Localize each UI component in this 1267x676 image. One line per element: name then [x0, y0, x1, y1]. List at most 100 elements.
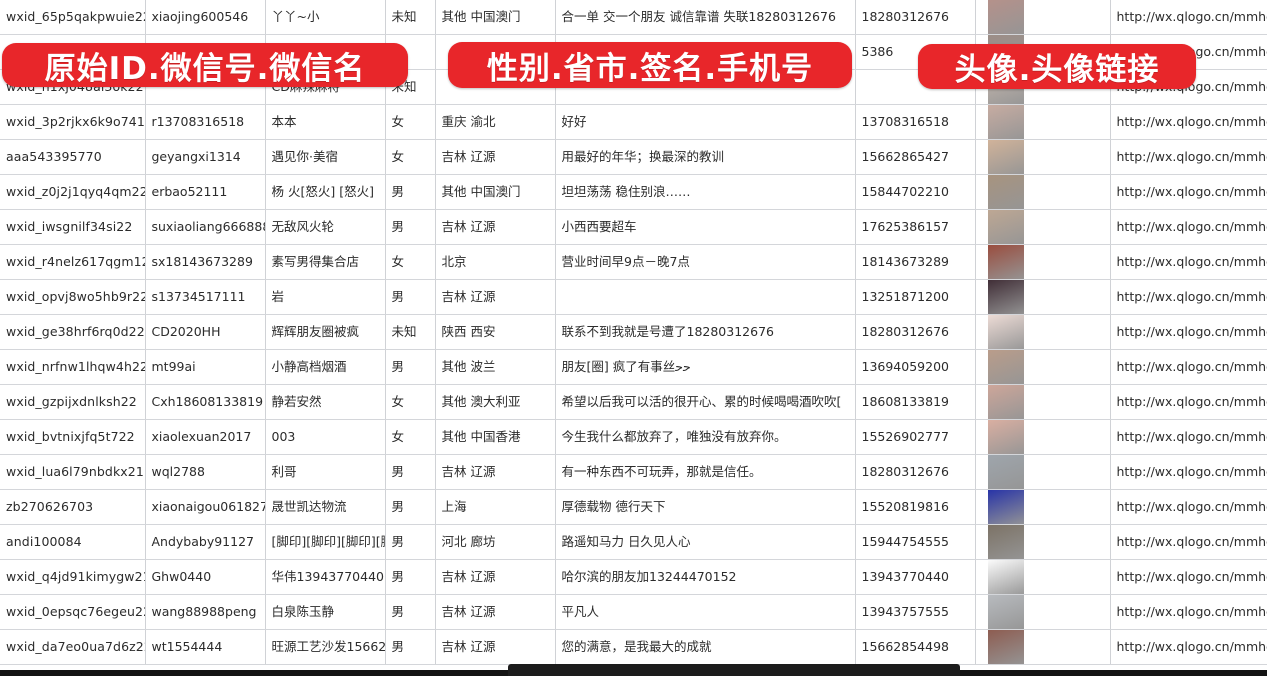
cell-wechat-name[interactable]: 旺源工艺沙发15662854 — [265, 629, 386, 665]
cell-avatar-url[interactable]: http://wx.qlogo.cn/mmhead — [1110, 419, 1267, 455]
cell-signature[interactable]: 小西西要超车 — [555, 209, 856, 245]
cell-wechat-id[interactable]: erbao52111 — [145, 174, 266, 210]
cell-wechat-name[interactable]: 利哥 — [265, 454, 386, 490]
cell-province-city[interactable]: 吉林 辽源 — [435, 559, 556, 595]
cell-gender[interactable]: 男 — [385, 629, 436, 665]
cell-gender[interactable]: 女 — [385, 384, 436, 420]
cell-phone[interactable]: 15662854498 — [855, 629, 976, 665]
cell-wechat-name[interactable]: [脚印][脚印][脚印][脚印 — [265, 524, 386, 560]
cell-signature[interactable]: 营业时间早9点－晚7点 — [555, 244, 856, 280]
table-row[interactable]: wxid_bvtnixjfq5t722 xiaolexuan2017 003 女其他 … — [0, 419, 1267, 455]
cell-phone[interactable]: 18280312676 — [855, 314, 976, 350]
cell-signature[interactable]: 好好 — [555, 104, 856, 140]
cell-gender[interactable]: 未知 — [385, 314, 436, 350]
cell-phone[interactable]: 18608133819 — [855, 384, 976, 420]
table-row[interactable]: wxid_iwsgnilf34si22 suxiaoliang666888 无敌风火… — [0, 209, 1267, 245]
cell-signature[interactable] — [555, 279, 856, 315]
cell-original-id[interactable]: aaa543395770 — [0, 139, 146, 175]
cell-signature[interactable]: 厚德载物 德行天下 — [555, 489, 856, 525]
cell-wechat-id[interactable]: xiaonaigou061827 — [145, 489, 266, 525]
cell-gender[interactable]: 男 — [385, 349, 436, 385]
cell-province-city[interactable]: 河北 廊坊 — [435, 524, 556, 560]
cell-original-id[interactable]: wxid_lua6l79nbdkx21 — [0, 454, 146, 490]
cell-phone[interactable]: 15844702210 — [855, 174, 976, 210]
cell-avatar-thumbnail[interactable] — [975, 489, 1111, 525]
cell-signature[interactable]: 平凡人 — [555, 594, 856, 630]
cell-avatar-thumbnail[interactable] — [975, 419, 1111, 455]
cell-province-city[interactable]: 陕西 西安 — [435, 314, 556, 350]
cell-wechat-name[interactable]: 岩 — [265, 279, 386, 315]
cell-wechat-id[interactable]: s13734517111 — [145, 279, 266, 315]
cell-original-id[interactable]: wxid_65p5qakpwuie22 — [0, 0, 146, 35]
cell-avatar-url[interactable]: http://wx.qlogo.cn/mmhead — [1110, 139, 1267, 175]
cell-wechat-id[interactable]: r13708316518 — [145, 104, 266, 140]
cell-phone[interactable]: 15944754555 — [855, 524, 976, 560]
cell-avatar-thumbnail[interactable] — [975, 0, 1111, 35]
cell-phone[interactable]: 13943770440 — [855, 559, 976, 595]
cell-avatar-thumbnail[interactable] — [975, 279, 1111, 315]
cell-avatar-url[interactable]: http://wx.qlogo.cn/mmhead — [1110, 489, 1267, 525]
cell-phone[interactable]: 15526902777 — [855, 419, 976, 455]
cell-avatar-thumbnail[interactable] — [975, 139, 1111, 175]
cell-signature[interactable]: 您的满意，是我最大的成就 — [555, 629, 856, 665]
table-row[interactable]: wxid_r4nelz617qgm12 sx18143673289 素写男得集合店女… — [0, 244, 1267, 280]
cell-province-city[interactable]: 其他 中国香港 — [435, 419, 556, 455]
cell-phone[interactable]: 13694059200 — [855, 349, 976, 385]
cell-province-city[interactable]: 北京 — [435, 244, 556, 280]
cell-wechat-id[interactable]: wql2788 — [145, 454, 266, 490]
cell-avatar-thumbnail[interactable] — [975, 594, 1111, 630]
cell-gender[interactable]: 未知 — [385, 0, 436, 35]
cell-avatar-url[interactable]: http://wx.qlogo.cn/mmhead — [1110, 0, 1267, 35]
cell-province-city[interactable]: 吉林 辽源 — [435, 629, 556, 665]
table-row[interactable]: wxid_z0j2j1qyq4qm22 erbao52111 杨 火[怒火] [怒火… — [0, 174, 1267, 210]
cell-wechat-id[interactable]: mt99ai — [145, 349, 266, 385]
cell-wechat-id[interactable]: wt1554444 — [145, 629, 266, 665]
cell-wechat-id[interactable]: sx18143673289 — [145, 244, 266, 280]
cell-phone[interactable]: 13943757555 — [855, 594, 976, 630]
cell-phone[interactable]: 18280312676 — [855, 0, 976, 35]
cell-province-city[interactable]: 其他 中国澳门 — [435, 0, 556, 35]
cell-avatar-thumbnail[interactable] — [975, 454, 1111, 490]
cell-province-city[interactable]: 其他 澳大利亚 — [435, 384, 556, 420]
cell-gender[interactable]: 男 — [385, 174, 436, 210]
cell-phone[interactable]: 15662865427 — [855, 139, 976, 175]
cell-wechat-id[interactable]: Ghw0440 — [145, 559, 266, 595]
cell-wechat-name[interactable]: 白泉陈玉静 — [265, 594, 386, 630]
cell-avatar-thumbnail[interactable] — [975, 314, 1111, 350]
cell-original-id[interactable]: wxid_opvj8wo5hb9r22 — [0, 279, 146, 315]
cell-province-city[interactable]: 其他 中国澳门 — [435, 174, 556, 210]
cell-gender[interactable]: 男 — [385, 279, 436, 315]
cell-phone[interactable]: 18280312676 — [855, 454, 976, 490]
cell-wechat-name[interactable]: 小静高档烟酒 — [265, 349, 386, 385]
cell-avatar-thumbnail[interactable] — [975, 174, 1111, 210]
cell-original-id[interactable]: wxid_r4nelz617qgm12 — [0, 244, 146, 280]
cell-province-city[interactable]: 其他 波兰 — [435, 349, 556, 385]
cell-signature[interactable]: 哈尔滨的朋友加13244470152 — [555, 559, 856, 595]
cell-avatar-url[interactable]: http://wx.qlogo.cn/mmhead — [1110, 244, 1267, 280]
cell-wechat-id[interactable]: suxiaoliang666888 — [145, 209, 266, 245]
table-row[interactable]: wxid_nrfnw1lhqw4h22 mt99ai 小静高档烟酒男其他 波兰 朋友[… — [0, 349, 1267, 385]
cell-signature[interactable]: 朋友[圈] 疯了有事丝ﺣﺣ — [555, 349, 856, 385]
cell-gender[interactable]: 女 — [385, 244, 436, 280]
cell-province-city[interactable]: 吉林 辽源 — [435, 594, 556, 630]
cell-avatar-url[interactable]: http://wx.qlogo.cn/mmhead — [1110, 104, 1267, 140]
cell-province-city[interactable]: 吉林 辽源 — [435, 279, 556, 315]
table-row[interactable]: wxid_65p5qakpwuie22 xiaojing600546 丫丫~小 未知其… — [0, 0, 1267, 35]
cell-gender[interactable]: 男 — [385, 489, 436, 525]
cell-wechat-id[interactable]: CD2020HH — [145, 314, 266, 350]
cell-wechat-id[interactable]: xiaolexuan2017 — [145, 419, 266, 455]
cell-avatar-url[interactable]: http://wx.qlogo.cn/mmhead — [1110, 384, 1267, 420]
table-row[interactable]: wxid_ge38hrf6rq0d22 CD2020HH 辉辉朋友圈被疯 未知 陕西 西… — [0, 314, 1267, 350]
cell-phone[interactable]: 17625386157 — [855, 209, 976, 245]
cell-avatar-url[interactable]: http://wx.qlogo.cn/mmhead — [1110, 279, 1267, 315]
cell-phone[interactable]: 18143673289 — [855, 244, 976, 280]
cell-original-id[interactable]: wxid_iwsgnilf34si22 — [0, 209, 146, 245]
cell-phone[interactable]: 13251871200 — [855, 279, 976, 315]
cell-wechat-id[interactable]: Andybaby91127 — [145, 524, 266, 560]
table-row[interactable]: wxid_0epsqc76egeu22 wang88988peng 白泉陈玉静男吉林… — [0, 594, 1267, 630]
cell-phone[interactable]: 13708316518 — [855, 104, 976, 140]
cell-wechat-name[interactable]: 无敌风火轮 — [265, 209, 386, 245]
cell-avatar-thumbnail[interactable] — [975, 104, 1111, 140]
cell-avatar-thumbnail[interactable] — [975, 384, 1111, 420]
cell-province-city[interactable]: 吉林 辽源 — [435, 209, 556, 245]
